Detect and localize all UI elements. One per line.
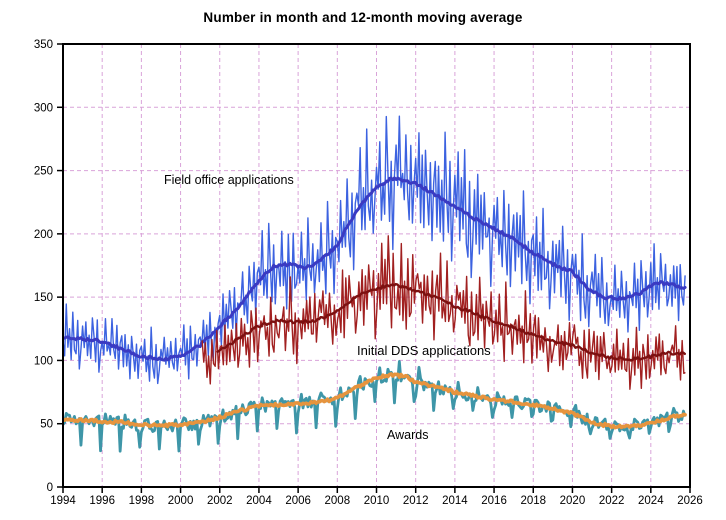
- x-axis-label: 2004: [246, 495, 272, 507]
- x-axis-label: 2002: [207, 495, 233, 507]
- series-label-field-office-applications: Field office applications: [164, 173, 294, 187]
- x-axis-label: 2006: [285, 495, 311, 507]
- field-office-applications-moving-average-line: [63, 176, 687, 362]
- y-axis-label: 250: [34, 166, 53, 178]
- x-axis-label: 2010: [364, 495, 390, 507]
- initial-dds-applications-moving-average-line: [216, 282, 686, 362]
- y-axis-label: 0: [47, 482, 53, 494]
- awards-moving-average-line: [63, 372, 687, 430]
- chart-title: Number in month and 12-month moving aver…: [203, 10, 523, 25]
- y-axis-label: 200: [34, 229, 53, 241]
- x-axis-label: 2020: [560, 495, 586, 507]
- x-axis-label: 2024: [638, 495, 664, 507]
- x-axis-label: 1998: [129, 495, 155, 507]
- series-label-awards: Awards: [387, 428, 429, 442]
- y-axis-label: 100: [34, 355, 53, 367]
- field-office-applications-monthly-line: [63, 115, 686, 385]
- y-axis-label: 300: [34, 102, 53, 114]
- x-axis-label: 1994: [50, 495, 76, 507]
- x-axis-label: 1996: [89, 495, 115, 507]
- awards-monthly-line: [63, 360, 687, 453]
- x-axis-label: 2012: [403, 495, 429, 507]
- y-axis-label: 350: [34, 39, 53, 51]
- x-axis-label: 2008: [325, 495, 351, 507]
- x-axis-label: 2014: [442, 495, 468, 507]
- x-axis-label: 2018: [520, 495, 546, 507]
- y-axis-label: 150: [34, 292, 53, 304]
- x-axis-label: 2000: [168, 495, 194, 507]
- x-axis-label: 2022: [599, 495, 625, 507]
- x-axis-label: 2026: [677, 495, 703, 507]
- initial-dds-applications-monthly-line: [201, 235, 686, 390]
- x-axis-label: 2016: [481, 495, 507, 507]
- y-axis-label: 50: [40, 419, 53, 431]
- series-label-initial-dds-applications: Initial DDS applications: [357, 343, 491, 358]
